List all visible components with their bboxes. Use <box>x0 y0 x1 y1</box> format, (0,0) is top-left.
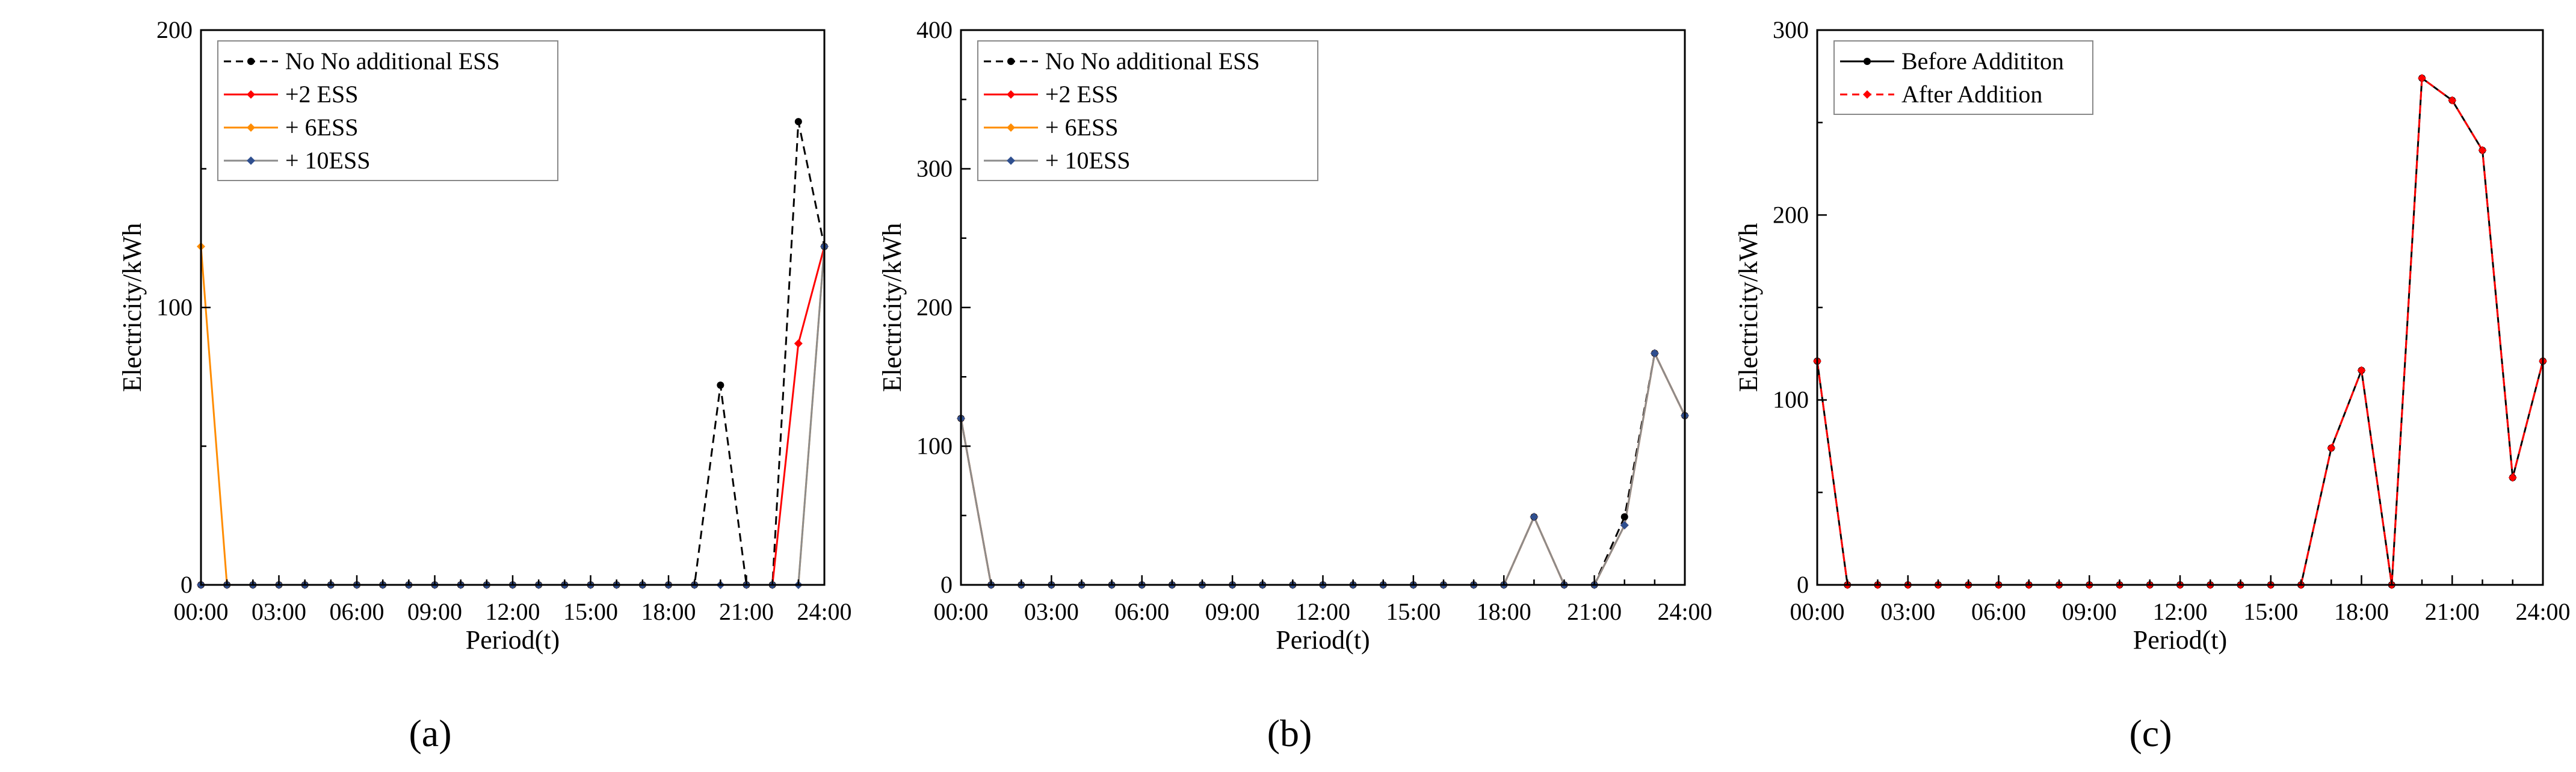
x-tick-label: 09:00 <box>407 598 462 625</box>
legend-marker <box>1007 58 1015 65</box>
x-tick-label: 03:00 <box>1024 598 1079 625</box>
data-point <box>2327 443 2336 452</box>
data-point <box>2357 366 2366 375</box>
legend-box <box>1833 40 2093 115</box>
x-tick-label: 15:00 <box>563 598 618 625</box>
y-tick-label: 200 <box>156 16 193 43</box>
legend-marker <box>1007 156 1015 165</box>
legend-marker <box>1863 90 1871 99</box>
x-tick-label: 03:00 <box>252 598 306 625</box>
legend-entry: No No additional ESS <box>1045 48 1260 75</box>
x-tick-label: 06:00 <box>1114 598 1169 625</box>
legend-entry: Before Addititon <box>1901 48 2064 75</box>
data-point <box>1620 513 1628 521</box>
legend-entry: +2 ESS <box>285 81 358 108</box>
y-tick-label: 0 <box>941 571 953 598</box>
x-tick-label: 12:00 <box>1296 598 1350 625</box>
x-tick-label: 21:00 <box>719 598 774 625</box>
legend-box <box>217 40 558 181</box>
data-point <box>794 118 802 126</box>
data-point <box>794 339 803 348</box>
x-tick-label: 24:00 <box>2515 598 2570 625</box>
legend-entry: + 6ESS <box>285 114 358 141</box>
y-tick-label: 200 <box>916 294 953 321</box>
y-tick-label: 100 <box>1773 386 1809 413</box>
x-tick-label: 03:00 <box>1880 598 1935 625</box>
panel-label: (c) <box>2129 712 2172 755</box>
legend-marker <box>247 156 255 165</box>
series-line-2 <box>960 350 1686 586</box>
chart-panel-1: 00:00 03:00 06:00 09:00 12:00 15:00 18:00 21:00… <box>117 16 852 755</box>
data-point <box>1620 520 1629 530</box>
legend-marker <box>247 90 255 99</box>
series-line-1 <box>201 121 826 586</box>
y-tick-label: 300 <box>916 155 953 182</box>
legend-entry: No No additional ESS <box>285 48 500 75</box>
y-tick-label: 300 <box>1773 16 1809 43</box>
x-axis-label: Period(t) <box>466 625 560 655</box>
series-line-1 <box>1816 76 2544 586</box>
x-tick-label: 12:00 <box>2152 598 2207 625</box>
legend-entry: +2 ESS <box>1045 81 1118 108</box>
y-axis-label: Electricity/kWh <box>877 223 907 392</box>
data-point <box>717 381 724 389</box>
legend-marker <box>1007 123 1015 132</box>
panel-label: (b) <box>1267 712 1312 755</box>
series-line-2 <box>201 246 826 586</box>
y-tick-label: 100 <box>916 433 953 460</box>
series-line-2 <box>1816 76 2544 586</box>
x-tick-label: 06:00 <box>329 598 384 625</box>
x-tick-label: 00:00 <box>173 598 228 625</box>
chart-panel-3: 00:00 03:00 06:00 09:00 12:00 15:00 18:00 21:00… <box>1734 16 2571 755</box>
legend-entry: + 10ESS <box>285 147 370 174</box>
x-axis-label: Period(t) <box>1276 625 1370 655</box>
legend-marker <box>247 123 255 132</box>
series-line-3 <box>960 350 1686 586</box>
x-tick-label: 18:00 <box>2334 598 2389 625</box>
chart-panel-2: 00:00 03:00 06:00 09:00 12:00 15:00 18:00 21:00… <box>877 16 1713 755</box>
series-line-1 <box>960 350 1686 586</box>
y-tick-label: 0 <box>181 571 193 598</box>
data-point <box>1530 513 1539 522</box>
x-tick-label: 15:00 <box>2243 598 2298 625</box>
data-point <box>2448 96 2457 105</box>
legend-marker <box>1864 58 1871 65</box>
y-tick-label: 0 <box>1797 571 1809 598</box>
series-line-3 <box>200 246 826 586</box>
x-tick-label: 00:00 <box>933 598 988 625</box>
series-line-4 <box>201 246 826 586</box>
x-axis-label: Period(t) <box>2133 625 2227 655</box>
y-axis-label: Electricity/kWh <box>1734 223 1763 392</box>
data-point <box>2478 146 2487 155</box>
panel-label: (a) <box>409 712 451 755</box>
x-tick-label: 06:00 <box>1971 598 2026 625</box>
y-axis-label: Electricity/kWh <box>117 223 147 392</box>
legend-box <box>977 40 1318 181</box>
x-tick-label: 18:00 <box>641 598 696 625</box>
x-tick-label: 24:00 <box>1657 598 1712 625</box>
data-point <box>2508 473 2517 482</box>
x-tick-label: 21:00 <box>1567 598 1622 625</box>
x-tick-label: 12:00 <box>485 598 540 625</box>
y-tick-label: 400 <box>916 16 953 43</box>
legend-marker <box>1007 90 1015 99</box>
x-tick-label: 18:00 <box>1477 598 1531 625</box>
data-point <box>2418 73 2426 82</box>
x-tick-label: 09:00 <box>2062 598 2117 625</box>
legend-marker <box>247 58 255 65</box>
legend-entry: After Addition <box>1901 81 2042 108</box>
x-tick-label: 00:00 <box>1790 598 1844 625</box>
series-line-4 <box>960 350 1686 586</box>
legend-entry: + 6ESS <box>1045 114 1118 141</box>
y-tick-label: 100 <box>156 294 193 321</box>
x-tick-label: 21:00 <box>2425 598 2480 625</box>
legend-entry: + 10ESS <box>1045 147 1130 174</box>
y-tick-label: 200 <box>1773 201 1809 228</box>
x-tick-label: 24:00 <box>797 598 851 625</box>
data-point <box>1650 349 1659 358</box>
x-tick-label: 15:00 <box>1386 598 1441 625</box>
x-tick-label: 09:00 <box>1205 598 1260 625</box>
